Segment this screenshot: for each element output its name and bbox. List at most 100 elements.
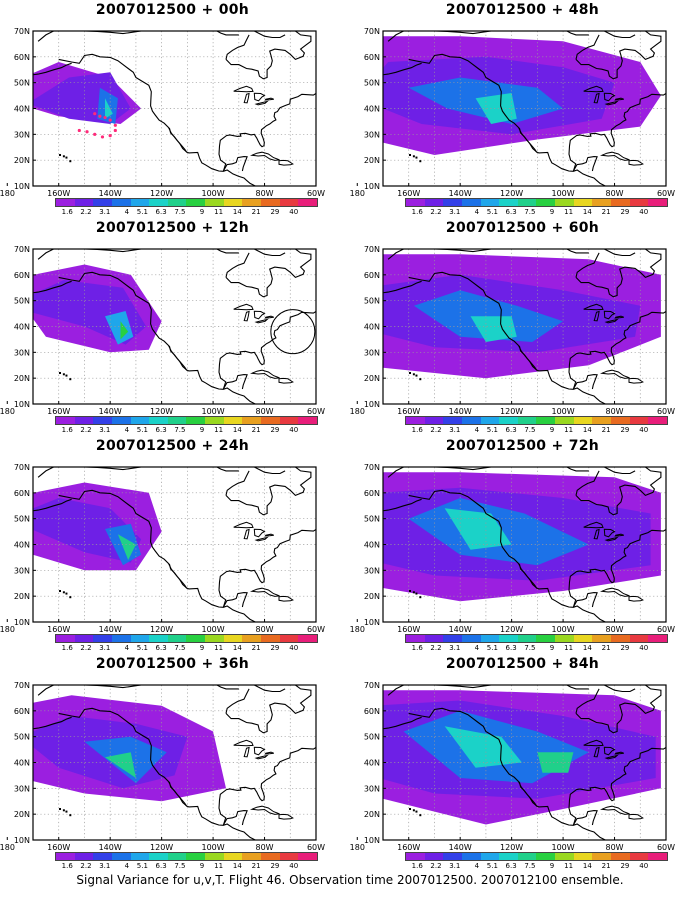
colorbar-swatch	[517, 199, 537, 206]
lat-tick-label: 40N	[14, 105, 30, 114]
colorbar-label: 21	[601, 644, 611, 652]
colorbar	[405, 634, 668, 643]
colorbar-swatch	[261, 417, 280, 424]
colorbar-swatch	[279, 853, 299, 860]
colorbar-label: 1.6	[61, 208, 73, 216]
lat-tick-label: 60N	[14, 707, 30, 716]
panel-title: 2007012500 + 00h	[95, 2, 250, 18]
panel-title: 2007012500 + 12h	[95, 220, 250, 236]
colorbar-label: 2.2	[430, 644, 442, 652]
lon-tick-label: 140W	[449, 407, 472, 416]
colorbar-label: 14	[582, 208, 592, 216]
colorbar-label: 3.1	[99, 208, 111, 216]
lon-tick-label: 120W	[150, 625, 173, 634]
lat-tick-label: 10N	[14, 618, 30, 627]
variance-contour	[117, 534, 136, 560]
colorbar-swatch	[555, 417, 574, 424]
variance-contour	[105, 98, 113, 119]
colorbar-label: 2.2	[80, 208, 92, 216]
colorbar-swatch	[499, 635, 518, 642]
colorbar-swatch	[424, 635, 444, 642]
lat-tick-label: 60N	[364, 489, 380, 498]
colorbar-label: 14	[582, 862, 592, 870]
colorbar-label: 6.3	[155, 208, 167, 216]
colorbar-label: 9	[199, 862, 205, 870]
colorbar-swatch	[279, 635, 299, 642]
lat-tick-label: 60N	[14, 271, 30, 280]
lat-tick-label: 50N	[364, 297, 380, 306]
variance-contour	[470, 316, 517, 342]
colorbar-label: 14	[232, 862, 242, 870]
lat-tick-label: 60N	[364, 707, 380, 716]
colorbar-swatch	[298, 635, 317, 642]
colorbar-label: 29	[270, 862, 280, 870]
lon-tick-label: 80W	[255, 407, 273, 416]
lat-tick-label: 70N	[14, 463, 30, 472]
lat-tick-label: 70N	[364, 27, 380, 36]
colorbar-swatch	[461, 853, 481, 860]
map-panel: 2007012500 + 84h 70N 60N 50N 40N 30N 20N 10N 180…	[350, 654, 695, 872]
colorbar-label: 6.3	[505, 208, 517, 216]
map-panel: 2007012500 + 48h 70N 60N 50N 40N 30N 20N 10N 180…	[350, 0, 695, 218]
colorbar-label: 1.6	[411, 862, 423, 870]
colorbar-label: 9	[549, 426, 555, 434]
colorbar-swatch	[93, 417, 112, 424]
colorbar	[55, 852, 318, 861]
colorbar-label: 5.1	[136, 862, 148, 870]
colorbar-swatch	[242, 635, 262, 642]
map-panel: 2007012500 + 00h 70N 60N 50N 40N 30N 20N 10N 180…	[0, 0, 345, 218]
colorbar-swatch	[186, 199, 206, 206]
lon-tick-label: 180	[350, 843, 365, 852]
lat-tick-label: 60N	[14, 489, 30, 498]
colorbar-swatch	[648, 199, 667, 206]
lat-tick-label: 40N	[364, 759, 380, 768]
colorbar-label: 9	[549, 644, 555, 652]
lat-tick-label: 70N	[14, 681, 30, 690]
variance-contour	[444, 726, 522, 768]
lon-tick-label: 100W	[201, 189, 224, 198]
colorbar-label: 1.6	[411, 426, 423, 434]
colorbar-label: 29	[620, 426, 630, 434]
colorbar-swatch	[242, 199, 262, 206]
colorbar-swatch	[130, 635, 150, 642]
colorbar-label: 21	[601, 862, 611, 870]
lon-tick-label: 80W	[255, 189, 273, 198]
colorbar-swatch	[424, 199, 444, 206]
lat-tick-label: 20N	[364, 374, 380, 383]
colorbar-label: 9	[199, 426, 205, 434]
lat-tick-label: 50N	[14, 79, 30, 88]
colorbar-label: 6.3	[505, 426, 517, 434]
lat-tick-label: 40N	[14, 323, 30, 332]
panel-title: 2007012500 + 36h	[95, 656, 250, 672]
colorbar-label: 6.3	[505, 862, 517, 870]
lon-tick-label: 140W	[99, 625, 122, 634]
lon-tick-label: 120W	[500, 843, 523, 852]
colorbar-swatch	[167, 635, 187, 642]
lat-tick-label: 30N	[364, 130, 380, 139]
colorbar-swatch	[517, 417, 537, 424]
colorbar-swatch	[205, 853, 224, 860]
map-panel: 2007012500 + 72h 70N 60N 50N 40N 30N 20N 10N 180…	[350, 436, 695, 654]
colorbar-swatch	[186, 417, 206, 424]
colorbar-label: 5.1	[486, 208, 498, 216]
colorbar-label: 7.5	[524, 862, 536, 870]
colorbar-label: 2.2	[430, 426, 442, 434]
colorbar-label: 7.5	[524, 644, 536, 652]
lon-tick-label: 160W	[47, 407, 70, 416]
colorbar-label: 2.2	[80, 862, 92, 870]
colorbar-label: 11	[564, 862, 574, 870]
lat-tick-label: 20N	[14, 810, 30, 819]
lon-tick-label: 140W	[99, 843, 122, 852]
colorbar-label: 1.6	[411, 644, 423, 652]
colorbar-swatch	[205, 417, 224, 424]
colorbar-label: 5.1	[486, 644, 498, 652]
colorbar-label: 1.6	[411, 208, 423, 216]
colorbar-swatch	[648, 417, 667, 424]
colorbar-label: 40	[639, 426, 649, 434]
colorbar-swatch	[629, 853, 649, 860]
lon-tick-label: 140W	[99, 407, 122, 416]
colorbar-label: 40	[639, 862, 649, 870]
colorbar-swatch	[629, 417, 649, 424]
